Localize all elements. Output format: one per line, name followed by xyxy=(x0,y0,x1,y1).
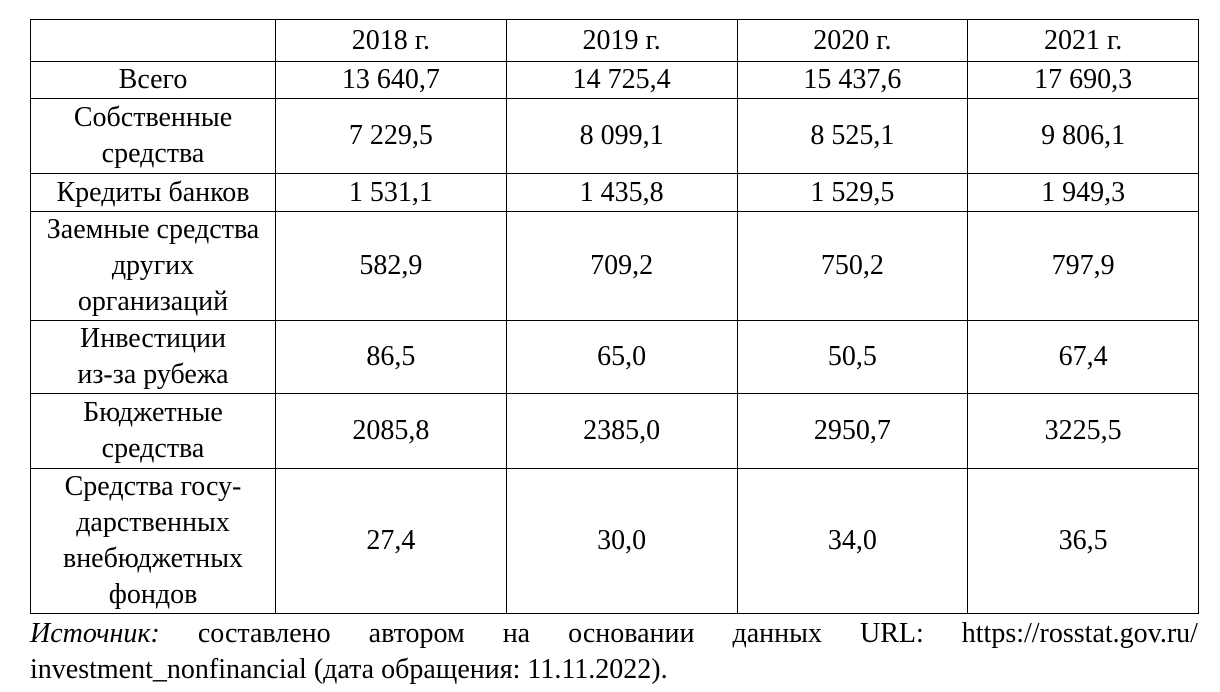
table-cell: 8 525,1 xyxy=(736,98,969,174)
table-cell: 14 725,4 xyxy=(505,61,738,99)
table-row: Всего 13 640,7 14 725,4 15 437,6 17 690,… xyxy=(30,61,1199,99)
table-row: Собственные средства 7 229,5 8 099,1 8 5… xyxy=(30,98,1199,174)
document: 2018 г. 2019 г. 2020 г. 2021 г. Всего 13… xyxy=(30,19,1199,688)
table-cell: 3225,5 xyxy=(967,393,1199,469)
source-line-1: Источник: составлено автором на основани… xyxy=(30,616,1198,652)
header-cell-2021: 2021 г. xyxy=(967,19,1199,62)
row-label: Средства госу- дарственных внебюджетных … xyxy=(30,468,276,614)
row-label: Кредиты банков xyxy=(30,173,276,212)
table-cell: 13 640,7 xyxy=(275,61,507,99)
table-cell: 9 806,1 xyxy=(967,98,1199,174)
table-cell: 50,5 xyxy=(736,320,969,394)
header-cell-empty xyxy=(30,19,276,62)
table-cell: 1 529,5 xyxy=(736,173,969,212)
table-cell: 1 435,8 xyxy=(505,173,738,212)
table-cell: 1 949,3 xyxy=(967,173,1199,212)
table-cell: 750,2 xyxy=(736,211,969,321)
header-cell-2019: 2019 г. xyxy=(505,19,738,62)
table-cell: 65,0 xyxy=(505,320,738,394)
table-cell: 1 531,1 xyxy=(275,173,507,212)
table-header-row: 2018 г. 2019 г. 2020 г. 2021 г. xyxy=(30,19,1199,62)
table-cell: 2385,0 xyxy=(505,393,738,469)
source-word: URL: xyxy=(859,618,924,649)
source-word: составлено xyxy=(197,618,331,649)
source-note: Источник: составлено автором на основани… xyxy=(30,616,1198,688)
header-cell-2020: 2020 г. xyxy=(736,19,969,62)
table-cell: 2950,7 xyxy=(736,393,969,469)
table-cell: 582,9 xyxy=(275,211,507,321)
table-row: Инвестиции из-за рубежа 86,5 65,0 50,5 6… xyxy=(30,320,1199,394)
table-cell: 797,9 xyxy=(967,211,1199,321)
source-url: https://rosstat.gov.ru/ xyxy=(961,618,1198,649)
table-cell: 36,5 xyxy=(967,468,1199,614)
table-cell: 8 099,1 xyxy=(505,98,738,174)
table-cell: 17 690,3 xyxy=(967,61,1199,99)
table-cell: 15 437,6 xyxy=(736,61,969,99)
row-label: Всего xyxy=(30,61,276,99)
row-label: Собственные средства xyxy=(30,98,276,174)
source-word: данных xyxy=(732,618,822,649)
table-cell: 7 229,5 xyxy=(275,98,507,174)
source-word: основании xyxy=(568,618,695,649)
table-cell: 27,4 xyxy=(275,468,507,614)
source-line-2: investment_nonfinancial (дата обращения:… xyxy=(30,654,668,685)
table-cell: 30,0 xyxy=(505,468,738,614)
table-row: Кредиты банков 1 531,1 1 435,8 1 529,5 1… xyxy=(30,173,1199,212)
row-label: Заемные средства других организаций xyxy=(30,211,276,321)
table-cell: 34,0 xyxy=(736,468,969,614)
table-row: Заемные средства других организаций 582,… xyxy=(30,211,1199,321)
table-cell: 709,2 xyxy=(505,211,738,321)
table-cell: 2085,8 xyxy=(275,393,507,469)
row-label: Инвестиции из-за рубежа xyxy=(30,320,276,394)
table-cell: 86,5 xyxy=(275,320,507,394)
header-cell-2018: 2018 г. xyxy=(275,19,507,62)
table-cell: 67,4 xyxy=(967,320,1199,394)
source-word: автором xyxy=(368,618,465,649)
row-label: Бюджетные средства xyxy=(30,393,276,469)
source-word: на xyxy=(502,618,531,649)
table-row: Средства госу- дарственных внебюджетных … xyxy=(30,468,1199,614)
table-row: Бюджетные средства 2085,8 2385,0 2950,7 … xyxy=(30,393,1199,469)
investment-sources-table: 2018 г. 2019 г. 2020 г. 2021 г. Всего 13… xyxy=(30,19,1199,614)
source-label: Источник: xyxy=(30,618,160,649)
